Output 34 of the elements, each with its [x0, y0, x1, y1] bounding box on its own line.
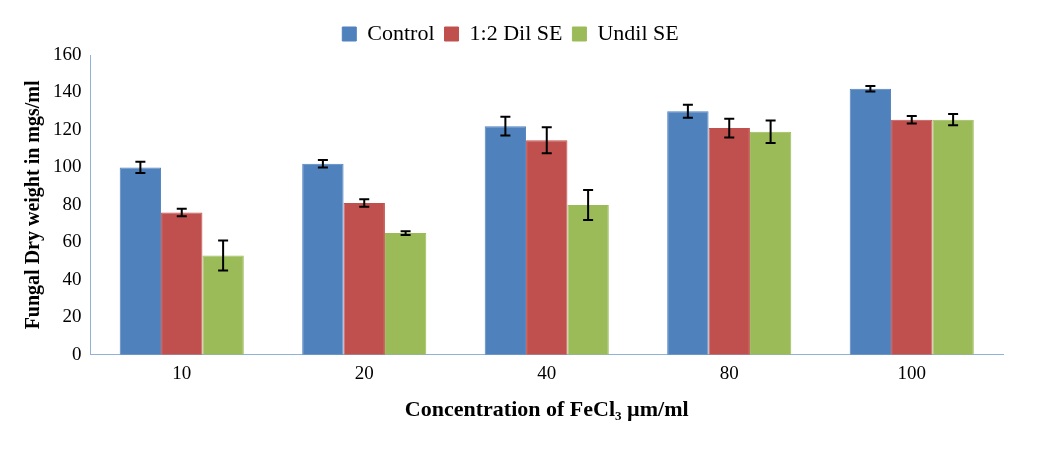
x-tick-label: 10: [172, 362, 192, 384]
legend-label: 1:2 Dil SE: [469, 19, 563, 45]
bar: [708, 128, 750, 355]
bar: [161, 212, 203, 355]
y-tick-label: 60: [62, 230, 82, 252]
y-tick-label: 20: [62, 305, 82, 327]
bar: [849, 88, 892, 355]
bar: [119, 167, 162, 355]
y-tick-label: 140: [53, 80, 82, 102]
bar: [343, 203, 385, 355]
y-tick-label: 100: [53, 155, 82, 177]
x-tick-label: 100: [897, 362, 926, 384]
legend-label: Undil SE: [597, 19, 679, 45]
y-tick-label: 120: [53, 117, 82, 139]
x-tick-label: 20: [354, 362, 374, 384]
y-tick-label: 80: [62, 192, 82, 214]
bar: [484, 126, 527, 355]
bar: [891, 119, 933, 355]
x-axis-title: Concentration of FeCl₃ µm/ml: [404, 396, 689, 422]
x-tick-label: 80: [719, 362, 739, 384]
x-tick-label: 40: [537, 362, 557, 384]
legend-label: Control: [367, 19, 435, 45]
y-tick-label: 40: [62, 267, 82, 289]
y-axis-title: Fungal Dry weight in mgs/ml: [21, 80, 45, 330]
bar: [567, 204, 609, 355]
bar: [384, 233, 427, 355]
bar: [749, 131, 792, 355]
y-tick-label: 160: [53, 42, 82, 64]
y-tick-label: 0: [72, 342, 82, 364]
bar: [932, 119, 974, 355]
bar: [526, 140, 568, 355]
bar: [202, 255, 244, 355]
bar: [667, 111, 709, 355]
bar: [302, 163, 344, 355]
